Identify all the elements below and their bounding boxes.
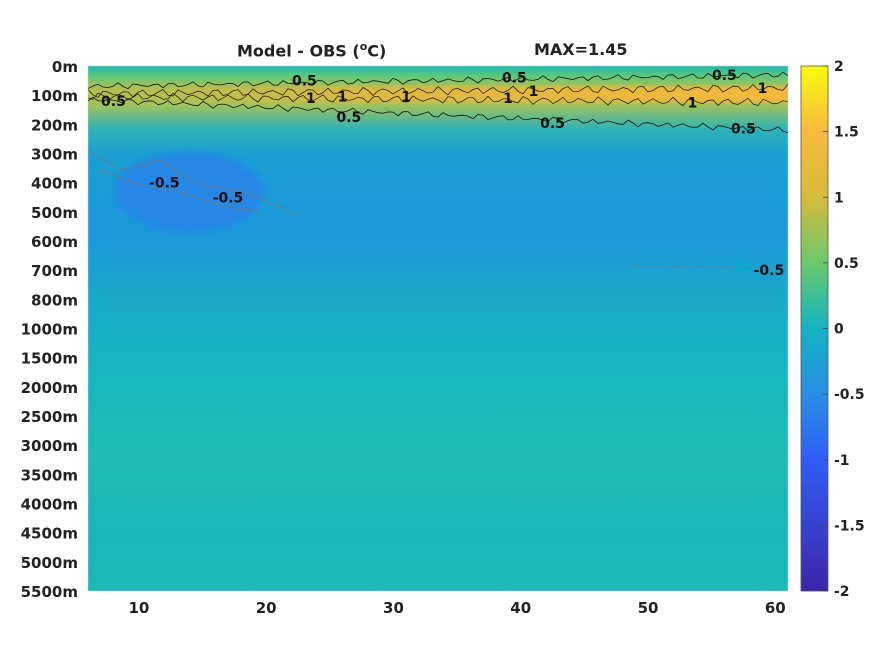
warm-core <box>88 86 788 103</box>
y-tick-label: 5500m <box>21 583 78 601</box>
contour-neg0.5-a <box>88 149 301 216</box>
y-tick-label: 500m <box>31 204 78 222</box>
x-tick-label: 30 <box>383 599 404 617</box>
x-tick-label: 10 <box>128 599 149 617</box>
cold-anomaly <box>114 151 265 232</box>
chart-title-suffix: C) <box>367 41 387 61</box>
y-tick-label: 1500m <box>21 350 78 368</box>
colorbar-tick-label: 0 <box>834 322 844 338</box>
colorbar-tick-label: 1 <box>834 190 844 206</box>
contour-neg0.5-c <box>629 265 788 269</box>
y-tick-label: 3000m <box>21 437 78 455</box>
contour-0.5-lower <box>88 96 788 134</box>
y-tick-label: 2500m <box>21 408 78 426</box>
y-tick-label: 700m <box>31 262 78 280</box>
contour-label: 1 <box>503 91 513 107</box>
x-tick-label: 40 <box>510 599 531 617</box>
y-tick-label: 2000m <box>21 379 78 397</box>
x-tick-label: 60 <box>765 599 786 617</box>
colorbar-tick-label: 2 <box>834 59 844 75</box>
contour-label: -0.5 <box>149 176 180 192</box>
field-vertical-structure <box>88 66 788 591</box>
contour-lines <box>88 71 788 269</box>
contour-label: 1 <box>529 84 539 100</box>
y-axis: 0m 100m 200m 300m 400m 500m 600m 700m 800m 1000m 1… <box>21 58 78 601</box>
y-tick-label: 400m <box>31 175 78 193</box>
colorbar-tick-label: 0.5 <box>834 256 859 272</box>
plot-frame <box>87 65 789 592</box>
x-axis: 10 20 30 40 50 60 <box>128 599 785 617</box>
contour-label: 0.5 <box>101 94 126 110</box>
y-tick-label: 4000m <box>21 496 78 514</box>
colorbar-tick-label: -1.5 <box>834 518 865 534</box>
contour-neg0.5-b <box>99 169 261 213</box>
contour-label: -0.5 <box>213 190 244 206</box>
x-tick-label: 20 <box>256 599 277 617</box>
contour-label: 0.5 <box>502 71 527 87</box>
contour-label: 1 <box>401 90 411 106</box>
heatmap-field <box>88 66 788 591</box>
x-tick-label: 50 <box>638 599 659 617</box>
contour-label: -0.5 <box>754 263 785 279</box>
colorbar-axis: 2 1.5 1 0.5 0 -0.5 -1 -1.5 -2 <box>823 59 865 600</box>
contour-label: 1 <box>688 95 698 111</box>
colorbar-tick-label: -0.5 <box>834 387 865 403</box>
y-tick-label: 800m <box>31 291 78 309</box>
y-tick-label: 3500m <box>21 466 78 484</box>
contour-1-upper <box>88 83 788 98</box>
chart-title-degree: o <box>359 40 368 53</box>
y-tick-label: 4500m <box>21 525 78 543</box>
contour-label: 0.5 <box>540 116 565 132</box>
y-tick-label: 100m <box>31 87 78 105</box>
y-tick-label: 0m <box>52 58 78 76</box>
colorbar-tick-label: -2 <box>834 584 850 600</box>
contour-label: 0.5 <box>337 110 362 126</box>
chart-title-prefix: Model - OBS ( <box>237 41 360 61</box>
contour-label: 1 <box>758 81 768 97</box>
y-tick-label: 200m <box>31 116 78 134</box>
contour-label: 0.5 <box>292 74 317 90</box>
colorbar-tick-label: 1.5 <box>834 125 859 141</box>
chart-max-label: MAX=1.45 <box>534 40 628 59</box>
contour-1-lower <box>88 92 788 107</box>
y-tick-label: 300m <box>31 146 78 164</box>
contour-0.5-upper <box>88 71 788 90</box>
contour-label: 0.5 <box>731 122 756 138</box>
colorbar-tick-label: -1 <box>834 453 850 469</box>
y-tick-label: 1000m <box>21 321 78 339</box>
y-tick-label: 600m <box>31 233 78 251</box>
contour-label: 1 <box>338 90 348 106</box>
y-tick-label: 5000m <box>21 554 78 572</box>
chart-title: Model - OBS (oC) <box>237 40 386 60</box>
contour-label: 0.5 <box>712 68 737 84</box>
contour-label: 1 <box>306 91 316 107</box>
